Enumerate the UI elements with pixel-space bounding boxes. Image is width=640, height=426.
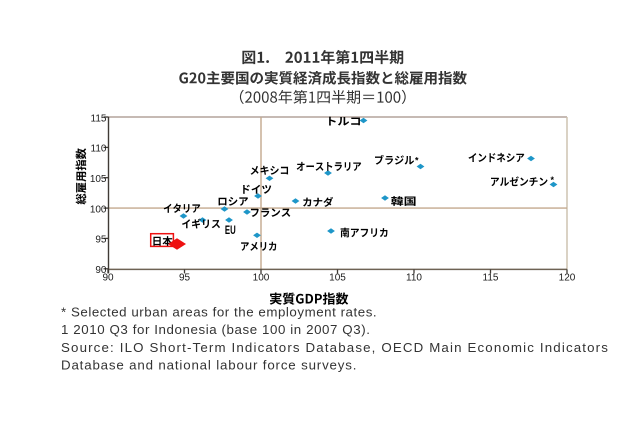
svg-text:* Selected urban areas for the: * Selected urban areas for the employmen… <box>61 305 377 320</box>
svg-text:95: 95 <box>95 235 107 246</box>
svg-text:110: 110 <box>406 272 422 283</box>
svg-text:100: 100 <box>253 272 270 283</box>
svg-text:Source: ILO Short-Term Indicat: Source: ILO Short-Term Indicators Databa… <box>61 340 609 355</box>
svg-text:115: 115 <box>483 272 499 283</box>
svg-text:100: 100 <box>90 204 107 215</box>
svg-text:105: 105 <box>329 272 346 283</box>
svg-text:110: 110 <box>91 144 107 155</box>
svg-text:120: 120 <box>559 272 576 283</box>
svg-text:90: 90 <box>95 265 107 276</box>
svg-text:115: 115 <box>91 113 107 124</box>
svg-text:EU: EU <box>225 223 236 237</box>
svg-text:90: 90 <box>102 272 114 283</box>
svg-text:Database and national labour f: Database and national labour force surve… <box>61 358 357 373</box>
svg-text:*: * <box>415 156 419 166</box>
svg-text:95: 95 <box>179 272 191 283</box>
svg-text:*: * <box>551 175 555 185</box>
svg-text:1 2010 Q3 for Indonesia (base: 1 2010 Q3 for Indonesia (base 100 in 200… <box>61 322 371 337</box>
svg-text:105: 105 <box>90 174 107 185</box>
